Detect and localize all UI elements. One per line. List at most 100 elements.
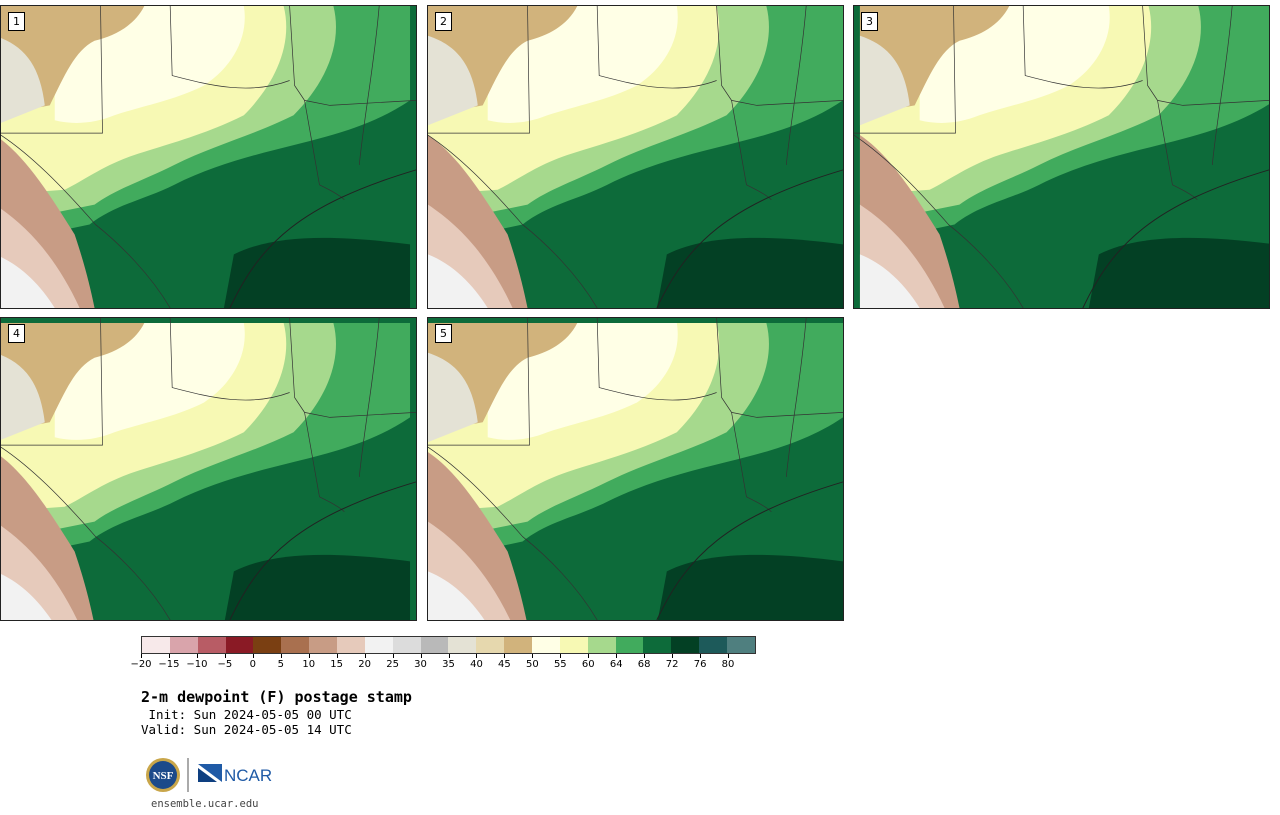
terrain-shading <box>854 6 1269 308</box>
member-panel-3: 3 <box>853 5 1270 309</box>
member-panel-1: 1 <box>0 5 417 309</box>
dewpoint-map <box>428 6 843 308</box>
terrain-shading <box>1 318 416 620</box>
colorbar-tick-label: 55 <box>553 659 567 670</box>
dewpoint-map <box>1 6 416 308</box>
colorbar-tick <box>560 654 562 658</box>
colorbar-tick-label: −5 <box>217 659 233 670</box>
state-borders <box>1 6 416 308</box>
colorbar-tick-label: 35 <box>442 659 455 670</box>
member-panel-5: 5 <box>427 317 844 621</box>
colorbar-swatch <box>253 637 282 653</box>
colorbar <box>141 636 756 654</box>
plot-title: 2-m dewpoint (F) postage stamp <box>141 688 412 706</box>
logos: NSF NCAR <box>146 758 272 792</box>
colorbar-swatch <box>699 637 728 653</box>
colorbar-tick-label: 60 <box>581 659 595 670</box>
colorbar-tick-label: 64 <box>609 659 623 670</box>
ncar-logo-icon: NCAR <box>198 764 272 785</box>
colorbar-swatch <box>643 637 672 653</box>
colorbar-tick <box>532 654 534 658</box>
colorbar-tick <box>448 654 450 658</box>
colorbar-tick-label: 15 <box>330 659 344 670</box>
colorbar-tick-label: 68 <box>637 659 651 670</box>
colorbar-swatch <box>392 637 421 653</box>
colorbar-swatch <box>169 637 198 653</box>
colorbar-tick <box>336 654 338 658</box>
colorbar-swatch <box>420 637 449 653</box>
member-number: 5 <box>435 324 452 343</box>
colorbar-swatch <box>504 637 533 653</box>
colorbar-tick <box>252 654 254 658</box>
terrain-shading <box>1 6 416 308</box>
colorbar-tick-label: −15 <box>158 659 180 670</box>
colorbar-tick <box>224 654 226 658</box>
colorbar-tick-label: 50 <box>525 659 539 670</box>
nsf-text: NSF <box>153 770 174 782</box>
dewpoint-map <box>854 6 1269 308</box>
colorbar-tick <box>196 654 198 658</box>
terrain-shading <box>428 318 843 620</box>
colorbar-tick-label: 20 <box>358 659 371 670</box>
colorbar-tick <box>588 654 590 658</box>
member-number: 1 <box>8 12 25 31</box>
colorbar-tick <box>168 654 170 658</box>
colorbar-tick <box>308 654 310 658</box>
colorbar-swatch <box>448 637 477 653</box>
colorbar-tick <box>504 654 506 658</box>
colorbar-tick-label: 30 <box>414 659 427 670</box>
colorbar-tick-label: −20 <box>130 659 152 670</box>
member-panel-2: 2 <box>427 5 844 309</box>
colorbar-swatch <box>727 637 755 653</box>
colorbar-tick <box>392 654 394 658</box>
init-time: Init: Sun 2024-05-05 00 UTC <box>141 707 352 722</box>
colorbar-tick <box>420 654 422 658</box>
colorbar-swatch <box>532 637 560 653</box>
colorbar-tick <box>728 654 730 658</box>
colorbar-tick <box>364 654 366 658</box>
colorbar-ticks: −20 −15 −10 −5 0 5 10 15 20 25 30 35 40 45 50 55 60 64 68 7… <box>130 654 756 674</box>
nsf-logo-icon: NSF <box>146 758 180 792</box>
colorbar-tick-label: 76 <box>693 659 707 670</box>
colorbar-tick <box>280 654 282 658</box>
colorbar-swatch <box>142 637 170 653</box>
ncar-text: NCAR <box>224 766 272 785</box>
member-panel-4: 4 <box>0 317 417 621</box>
colorbar-swatch <box>197 637 226 653</box>
colorbar-swatch <box>476 637 505 653</box>
colorbar-tick <box>476 654 478 658</box>
colorbar-tick <box>616 654 618 658</box>
member-number: 2 <box>435 12 452 31</box>
colorbar-swatch <box>281 637 310 653</box>
state-borders <box>854 6 1269 308</box>
dewpoint-map <box>428 318 843 620</box>
colorbar-swatch <box>309 637 338 653</box>
colorbar-tick-label: 25 <box>386 659 399 670</box>
colorbar-swatch <box>559 637 588 653</box>
colorbar-tick-label: 5 <box>277 659 284 670</box>
state-borders <box>1 318 416 620</box>
dewpoint-map <box>1 318 416 620</box>
state-borders <box>428 6 843 308</box>
colorbar-swatch <box>364 637 393 653</box>
colorbar-swatch <box>225 637 254 653</box>
colorbar-swatch <box>671 637 700 653</box>
colorbar-tick <box>672 654 674 658</box>
colorbar-tick-label: 0 <box>249 659 256 670</box>
state-borders <box>428 318 843 620</box>
member-number: 3 <box>861 12 878 31</box>
terrain-shading <box>428 6 843 308</box>
colorbar-tick <box>644 654 646 658</box>
member-number: 4 <box>8 324 25 343</box>
colorbar-tick-label: 10 <box>302 659 316 670</box>
valid-time: Valid: Sun 2024-05-05 14 UTC <box>141 722 352 737</box>
colorbar-swatch <box>587 637 616 653</box>
colorbar-swatch <box>337 637 365 653</box>
website-label: ensemble.ucar.edu <box>151 798 259 810</box>
colorbar-tick <box>141 654 142 658</box>
colorbar-tick <box>700 654 702 658</box>
colorbar-tick-label: 40 <box>470 659 483 670</box>
colorbar-tick-label: 45 <box>498 659 511 670</box>
colorbar-swatch <box>615 637 644 653</box>
colorbar-tick-label: 80 <box>721 659 735 670</box>
